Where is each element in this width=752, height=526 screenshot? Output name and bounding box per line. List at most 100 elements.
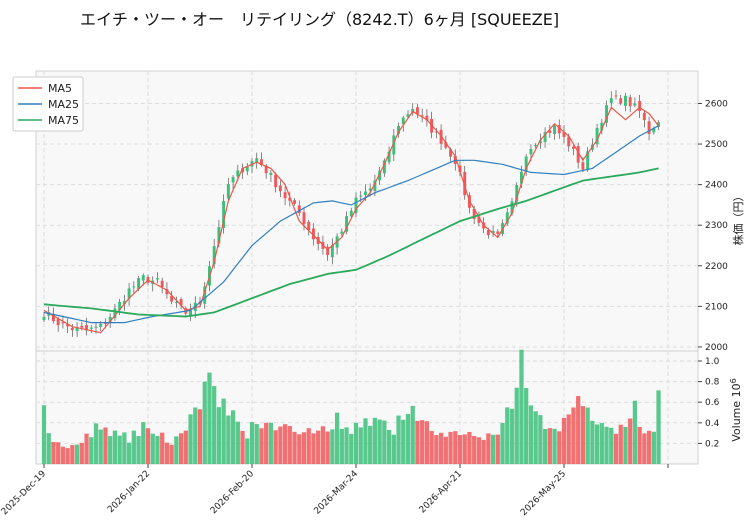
candle-body bbox=[75, 327, 79, 332]
candle-body bbox=[543, 132, 547, 142]
candle-body bbox=[226, 184, 230, 199]
candle-body bbox=[108, 316, 112, 323]
candle-body bbox=[85, 324, 89, 331]
volume-bar bbox=[292, 431, 297, 464]
candle-body bbox=[80, 325, 84, 328]
volume-bar bbox=[226, 415, 231, 464]
candle-body bbox=[61, 322, 65, 324]
volume-bar bbox=[344, 427, 349, 464]
volume-bar bbox=[642, 433, 647, 464]
candle-body bbox=[581, 162, 585, 170]
volume-bar bbox=[448, 431, 453, 464]
candle-body bbox=[212, 246, 216, 265]
volume-bar bbox=[320, 426, 326, 464]
volume-exponent-base: 10 bbox=[730, 383, 743, 397]
candle-body bbox=[420, 115, 424, 117]
candle-body bbox=[345, 216, 349, 232]
candle-body bbox=[397, 125, 401, 134]
volume-bar bbox=[79, 442, 84, 464]
volume-tick-label: 0.2 bbox=[705, 439, 719, 449]
volume-bar bbox=[311, 433, 316, 464]
moving-averages bbox=[43, 106, 659, 334]
candle-body bbox=[538, 140, 542, 144]
x-tick-label: 2026-May-25 bbox=[519, 469, 568, 518]
candle-body bbox=[510, 201, 514, 214]
candle-body bbox=[311, 228, 315, 240]
candle-body bbox=[141, 275, 145, 281]
volume-bar bbox=[259, 428, 264, 464]
volume-bar bbox=[457, 435, 463, 464]
candle-body bbox=[363, 191, 367, 195]
candle-body bbox=[51, 314, 55, 322]
volume-ticks: 0.2 0.4 0.6 0.8 1.0 bbox=[698, 357, 720, 449]
candle-body bbox=[368, 188, 372, 191]
volume-bar bbox=[368, 425, 373, 464]
volume-bar bbox=[514, 387, 519, 464]
candle-body bbox=[373, 180, 377, 192]
volume-bar bbox=[174, 436, 179, 464]
price-tick-label: 2200 bbox=[705, 262, 728, 272]
candle-body bbox=[56, 318, 60, 326]
candle-body bbox=[415, 107, 419, 114]
volume-bar bbox=[434, 435, 439, 464]
price-tick-label: 2000 bbox=[705, 343, 728, 353]
price-tick-label: 2100 bbox=[705, 302, 728, 312]
candle-body bbox=[382, 160, 386, 174]
volume-bar bbox=[212, 386, 217, 464]
volume-bar bbox=[339, 428, 344, 464]
ma5-line bbox=[43, 106, 659, 334]
candle-body bbox=[652, 128, 656, 133]
volume-bar bbox=[131, 430, 136, 464]
candle-body bbox=[392, 135, 396, 155]
volume-bar bbox=[316, 430, 321, 464]
candle-body bbox=[411, 109, 415, 113]
volume-bar bbox=[453, 431, 458, 464]
candle-body bbox=[401, 117, 405, 125]
candle-body bbox=[203, 286, 207, 304]
candle-body bbox=[600, 122, 604, 131]
volume-bar bbox=[306, 428, 311, 464]
candle-body bbox=[269, 172, 273, 176]
volume-bars bbox=[41, 349, 661, 464]
candle-body bbox=[174, 302, 178, 304]
volume-bar bbox=[505, 407, 510, 464]
candle-body bbox=[274, 174, 278, 188]
volume-bar bbox=[467, 431, 472, 464]
volume-bar bbox=[443, 436, 448, 464]
candle-body bbox=[127, 288, 131, 299]
volume-bar bbox=[566, 414, 571, 464]
volume-tick-label: 0.6 bbox=[705, 398, 720, 408]
volume-bar bbox=[65, 448, 70, 464]
candle-body bbox=[524, 156, 528, 171]
volume-bar bbox=[126, 442, 132, 464]
volume-bar bbox=[609, 427, 614, 464]
candle-body bbox=[245, 167, 249, 172]
price-tick-label: 2400 bbox=[705, 181, 728, 191]
candle-body bbox=[633, 103, 637, 106]
candle-body bbox=[340, 231, 344, 234]
volume-bar bbox=[462, 434, 467, 464]
volume-bar bbox=[230, 410, 236, 464]
volume-bar bbox=[46, 433, 51, 464]
volume-bar bbox=[287, 426, 292, 464]
candle-body bbox=[103, 322, 107, 324]
volume-bar bbox=[197, 409, 203, 464]
candle-body bbox=[42, 316, 46, 321]
candle-body bbox=[378, 170, 382, 181]
candle-body bbox=[330, 245, 334, 258]
volume-bar bbox=[89, 437, 94, 464]
legend-box bbox=[12, 76, 84, 132]
volume-bar bbox=[391, 434, 396, 464]
candle-body bbox=[477, 216, 481, 223]
volume-bar bbox=[108, 436, 113, 464]
volume-bar bbox=[533, 411, 538, 464]
volume-bar bbox=[542, 428, 548, 464]
volume-bar bbox=[604, 426, 609, 464]
volume-bar bbox=[141, 422, 146, 464]
price-ticks: 2000 2100 2200 2300 2400 2500 2600 bbox=[698, 99, 728, 353]
volume-bar bbox=[552, 428, 557, 464]
candle-body bbox=[236, 170, 240, 177]
x-tick-label: 2026-Jan-22 bbox=[106, 469, 152, 515]
candle-body bbox=[505, 212, 509, 224]
volume-bar bbox=[646, 430, 652, 464]
